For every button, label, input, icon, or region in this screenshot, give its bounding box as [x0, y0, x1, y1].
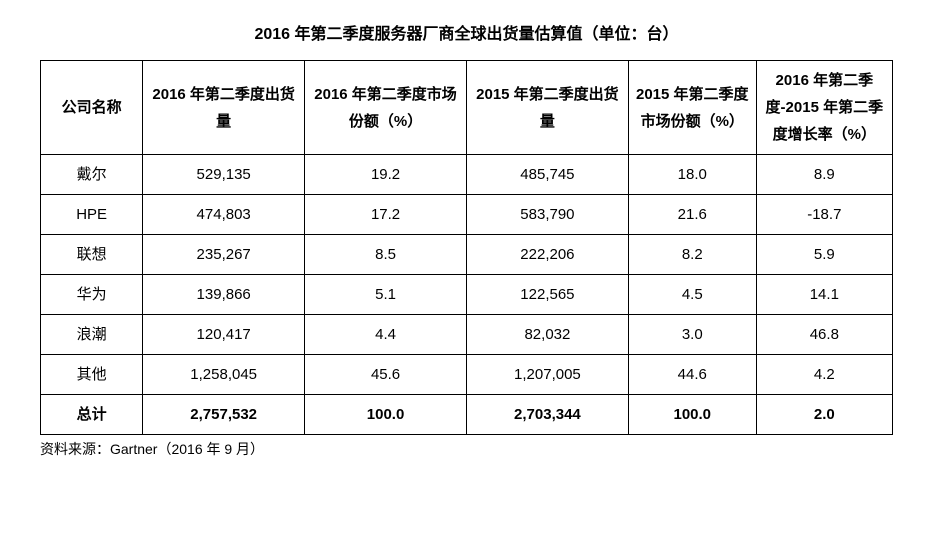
data-table: 公司名称 2016 年第二季度出货量 2016 年第二季度市场份额（%） 201… — [40, 60, 893, 435]
table-row: HPE 474,803 17.2 583,790 21.6 -18.7 — [41, 195, 893, 235]
cell-share2015: 3.0 — [628, 315, 756, 355]
cell-ship2015: 222,206 — [466, 235, 628, 275]
cell-ship2015: 82,032 — [466, 315, 628, 355]
col-header-ship2016: 2016 年第二季度出货量 — [143, 61, 305, 155]
cell-share2016: 45.6 — [305, 355, 467, 395]
cell-ship2015: 122,565 — [466, 275, 628, 315]
cell-share2016: 100.0 — [305, 395, 467, 435]
cell-share2015: 21.6 — [628, 195, 756, 235]
cell-company: 华为 — [41, 275, 143, 315]
cell-company: 联想 — [41, 235, 143, 275]
cell-share2016: 8.5 — [305, 235, 467, 275]
col-header-share2015: 2015 年第二季度市场份额（%） — [628, 61, 756, 155]
cell-ship2015: 1,207,005 — [466, 355, 628, 395]
table-header-row: 公司名称 2016 年第二季度出货量 2016 年第二季度市场份额（%） 201… — [41, 61, 893, 155]
cell-ship2016: 139,866 — [143, 275, 305, 315]
table-row: 浪潮 120,417 4.4 82,032 3.0 46.8 — [41, 315, 893, 355]
cell-share2015: 44.6 — [628, 355, 756, 395]
cell-company: 浪潮 — [41, 315, 143, 355]
cell-ship2015: 583,790 — [466, 195, 628, 235]
cell-share2016: 4.4 — [305, 315, 467, 355]
cell-share2016: 19.2 — [305, 155, 467, 195]
cell-company: 总计 — [41, 395, 143, 435]
cell-company: 戴尔 — [41, 155, 143, 195]
cell-growth: 4.2 — [756, 355, 892, 395]
table-row: 华为 139,866 5.1 122,565 4.5 14.1 — [41, 275, 893, 315]
cell-growth: 8.9 — [756, 155, 892, 195]
col-header-share2016: 2016 年第二季度市场份额（%） — [305, 61, 467, 155]
cell-share2016: 17.2 — [305, 195, 467, 235]
table-row: 其他 1,258,045 45.6 1,207,005 44.6 4.2 — [41, 355, 893, 395]
cell-company: 其他 — [41, 355, 143, 395]
cell-growth: 5.9 — [756, 235, 892, 275]
cell-company: HPE — [41, 195, 143, 235]
cell-share2015: 4.5 — [628, 275, 756, 315]
cell-ship2016: 235,267 — [143, 235, 305, 275]
table-row: 联想 235,267 8.5 222,206 8.2 5.9 — [41, 235, 893, 275]
source-note: 资料来源：Gartner（2016 年 9 月） — [40, 439, 893, 459]
table-total-row: 总计 2,757,532 100.0 2,703,344 100.0 2.0 — [41, 395, 893, 435]
cell-growth: 2.0 — [756, 395, 892, 435]
cell-growth: 46.8 — [756, 315, 892, 355]
cell-ship2016: 1,258,045 — [143, 355, 305, 395]
col-header-company: 公司名称 — [41, 61, 143, 155]
cell-share2015: 8.2 — [628, 235, 756, 275]
table-title: 2016 年第二季度服务器厂商全球出货量估算值（单位：台） — [40, 20, 893, 44]
cell-ship2015: 485,745 — [466, 155, 628, 195]
cell-share2016: 5.1 — [305, 275, 467, 315]
cell-growth: -18.7 — [756, 195, 892, 235]
cell-growth: 14.1 — [756, 275, 892, 315]
cell-share2015: 18.0 — [628, 155, 756, 195]
cell-ship2016: 529,135 — [143, 155, 305, 195]
cell-ship2016: 474,803 — [143, 195, 305, 235]
cell-ship2016: 120,417 — [143, 315, 305, 355]
col-header-growth: 2016 年第二季度-2015 年第二季度增长率（%） — [756, 61, 892, 155]
cell-ship2015: 2,703,344 — [466, 395, 628, 435]
cell-share2015: 100.0 — [628, 395, 756, 435]
table-row: 戴尔 529,135 19.2 485,745 18.0 8.9 — [41, 155, 893, 195]
cell-ship2016: 2,757,532 — [143, 395, 305, 435]
col-header-ship2015: 2015 年第二季度出货量 — [466, 61, 628, 155]
